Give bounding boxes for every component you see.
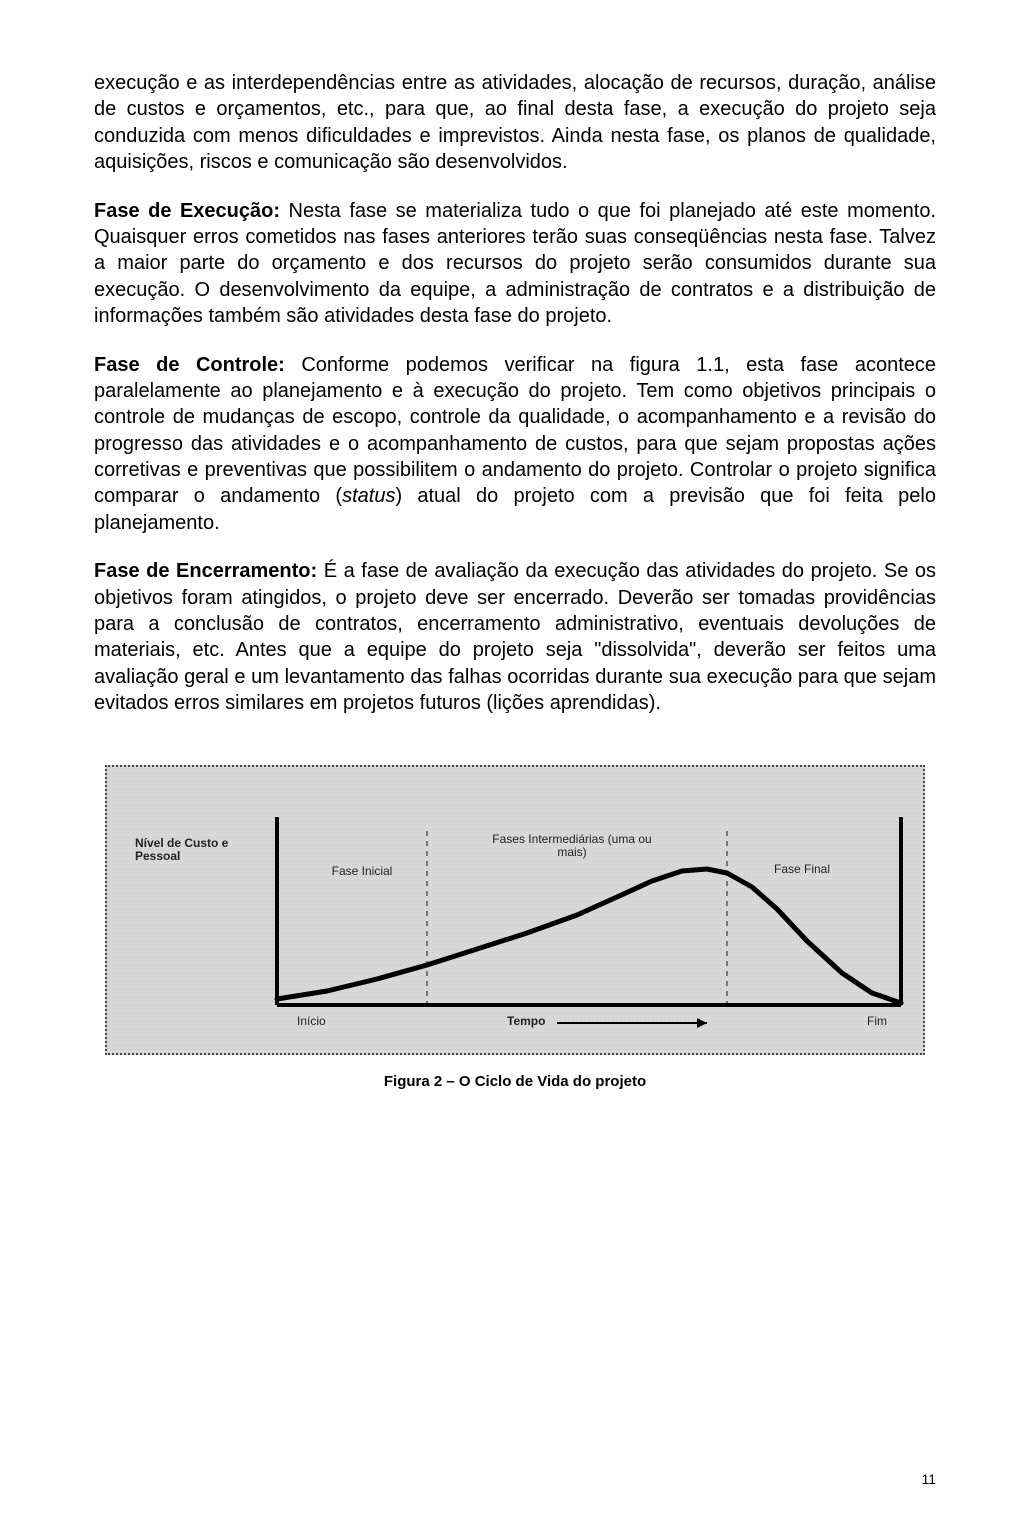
x-label-end: Fim <box>867 1015 887 1029</box>
page-number: 11 <box>921 1471 936 1487</box>
paragraph-intro: execução e as interdependências entre as… <box>94 70 936 176</box>
phase-body-encerramento: É a fase de avaliação da execução das at… <box>94 560 936 714</box>
x-label-start: Início <box>297 1015 326 1029</box>
phase-label-final: Fase Final <box>767 863 837 877</box>
phase-label-mid: Fases Intermediárias (uma ou mais) <box>487 833 657 861</box>
paragraph-encerramento: Fase de Encerramento: É a fase de avalia… <box>94 558 936 716</box>
paragraph-controle: Fase de Controle: Conforme podemos verif… <box>94 352 936 537</box>
phase-label-initial: Fase Inicial <box>317 865 407 879</box>
paragraph-execucao: Fase de Execução: Nesta fase se material… <box>94 198 936 330</box>
y-axis-label: Nível de Custo e Pessoal <box>135 837 265 865</box>
figure-caption: Figura 2 – O Ciclo de Vida do projeto <box>384 1073 646 1090</box>
phase-title-execucao: Fase de Execução: <box>94 200 280 222</box>
phase-title-controle: Fase de Controle: <box>94 354 285 376</box>
lifecycle-chart: Nível de Custo e Pessoal Fase Inicial Fa… <box>105 765 925 1055</box>
word-status: status <box>342 485 395 507</box>
phase-title-encerramento: Fase de Encerramento: <box>94 560 317 582</box>
figure-container: Nível de Custo e Pessoal Fase Inicial Fa… <box>94 765 936 1090</box>
x-label-mid: Tempo <box>507 1015 545 1029</box>
